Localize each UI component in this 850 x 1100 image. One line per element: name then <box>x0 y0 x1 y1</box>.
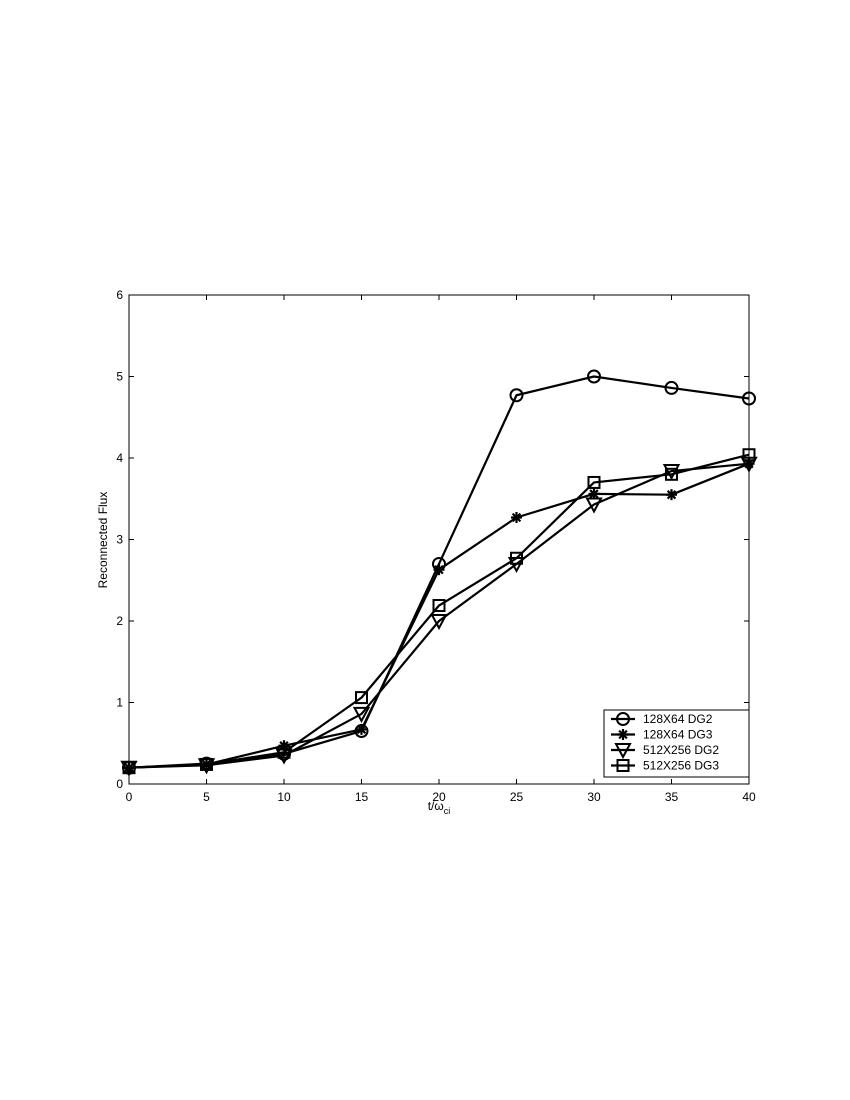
axis-ticks: 0 5 10 15 20 25 30 35 40 0 1 2 3 4 5 6 <box>116 288 756 804</box>
x-tick-label: 5 <box>203 790 210 804</box>
series-markers <box>120 369 758 777</box>
data-point-series-3 <box>352 706 371 724</box>
data-point-series-4 <box>355 691 368 705</box>
legend-marker <box>614 743 632 760</box>
x-axis-label-main: t/ <box>428 799 435 813</box>
x-axis-label-omega: ω <box>434 799 443 813</box>
legend-marker <box>616 712 630 726</box>
series-line-3 <box>128 462 750 769</box>
data-point-series-1 <box>742 391 756 406</box>
data-point-series-4 <box>587 475 601 489</box>
x-tick-label: 10 <box>277 790 291 804</box>
data-point-series-4 <box>200 757 213 771</box>
legend-marker <box>617 729 629 740</box>
data-point-series-3 <box>585 497 603 514</box>
x-tick-label: 35 <box>665 790 679 804</box>
x-tick-label: 0 <box>126 790 133 804</box>
data-point-series-4 <box>665 467 678 481</box>
x-tick-label: 30 <box>587 790 601 804</box>
legend-label: 128X64 DG3 <box>643 728 713 742</box>
x-axis-label: t/ωci <box>428 799 451 816</box>
data-point-series-4 <box>510 551 523 565</box>
plot-area <box>128 294 750 785</box>
x-tick-label: 20 <box>432 790 446 804</box>
data-point-series-4 <box>122 761 136 775</box>
data-point-series-2 <box>433 564 445 576</box>
y-tick-label: 5 <box>116 370 123 384</box>
data-point-series-4 <box>277 745 291 759</box>
data-point-series-3 <box>662 464 681 481</box>
legend-item: 128X64 DG3 <box>611 728 713 742</box>
legend-label: 512X256 DG3 <box>643 759 719 773</box>
y-tick-label: 6 <box>116 288 123 302</box>
data-point-series-4 <box>742 448 756 462</box>
y-tick-label: 4 <box>116 451 123 465</box>
data-point-series-1 <box>587 369 601 384</box>
data-point-series-3 <box>430 614 448 631</box>
x-tick-label: 15 <box>355 790 369 804</box>
data-point-series-2 <box>511 511 522 523</box>
data-point-series-1 <box>664 380 679 395</box>
x-axis-label-subscript: ci <box>444 806 451 816</box>
series-line-4 <box>128 453 750 769</box>
legend-item: 128X64 DG2 <box>611 712 713 726</box>
legend-marker <box>616 759 630 772</box>
legend-item: 512X256 DG3 <box>611 759 719 773</box>
y-tick-label: 1 <box>116 696 123 710</box>
y-tick-label: 3 <box>116 533 123 547</box>
data-point-series-2 <box>666 489 677 501</box>
x-tick-label: 25 <box>510 790 524 804</box>
legend-label: 128X64 DG2 <box>643 712 713 726</box>
data-point-series-3 <box>740 456 758 473</box>
data-point-series-3 <box>275 748 293 765</box>
y-tick-label: 2 <box>116 614 123 628</box>
data-point-series-4 <box>432 599 446 613</box>
x-tick-label: 40 <box>742 790 756 804</box>
data-point-series-2 <box>356 723 367 735</box>
y-axis-label: Reconnected Flux <box>96 492 110 589</box>
legend-label: 512X256 DG2 <box>643 743 719 757</box>
y-tick-label: 0 <box>116 777 123 791</box>
data-point-series-1 <box>509 388 524 403</box>
legend-item: 512X256 DG2 <box>611 743 719 760</box>
